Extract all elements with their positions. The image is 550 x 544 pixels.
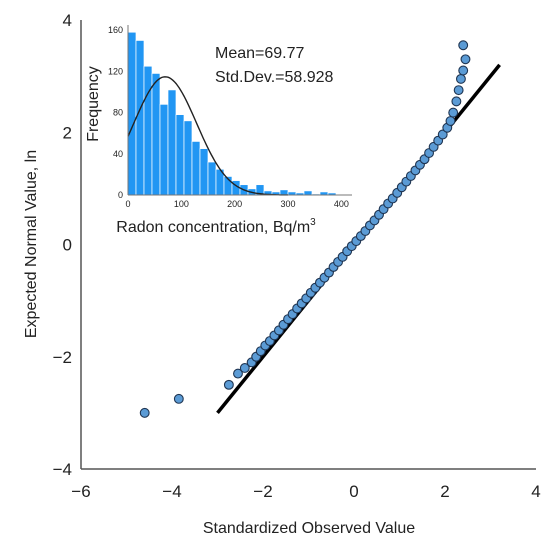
qq-point <box>451 96 462 107</box>
qq-points <box>139 40 471 418</box>
hist-y-tick-label: 160 <box>108 25 123 35</box>
qq-point <box>437 129 448 140</box>
qq-point <box>239 363 250 373</box>
qq-x-axis-label: Standardized Observed Value <box>203 520 415 537</box>
qq-y-axis-label: Expected Normal Value, ln <box>23 150 40 338</box>
histogram-bar <box>159 103 169 196</box>
qq-point <box>458 65 469 76</box>
hist-y-tick-label: 120 <box>108 66 123 76</box>
hist-y-tick-label: 80 <box>113 108 123 118</box>
histogram-bar <box>135 40 145 196</box>
qq-x-tick-labels: −6 −4 −2 0 2 4 <box>71 482 540 501</box>
qq-x-tick-label: 0 <box>349 482 358 501</box>
qq-x-tick-label: 4 <box>531 482 540 501</box>
hist-x-tick-labels: 0 100 200 300 400 <box>125 199 348 209</box>
qq-point <box>460 54 471 65</box>
qq-point <box>223 379 234 390</box>
qq-point <box>139 407 150 418</box>
inset-histogram: 0 40 80 120 160 0 100 200 300 400 Frequency Rado… <box>85 25 352 236</box>
hist-x-axis-label: Radon concentration, Bq/m3 <box>116 217 316 236</box>
mean-annotation: Mean=69.77 <box>215 45 305 62</box>
hist-y-tick-labels: 0 40 80 120 160 <box>108 25 123 200</box>
hist-y-tick-label: 0 <box>118 190 123 200</box>
qq-y-tick-labels: 4 2 0 −2 −4 <box>53 11 72 479</box>
hist-x-axis-label-main: Radon concentration, Bq/m <box>116 219 310 236</box>
histogram-bar <box>127 31 137 196</box>
qq-point <box>453 85 464 96</box>
histogram-bar <box>143 65 153 196</box>
hist-x-tick-label: 400 <box>334 199 349 209</box>
qq-y-tick-label: −4 <box>53 460 72 479</box>
qq-point <box>455 73 466 84</box>
qq-point <box>448 107 459 118</box>
histogram-bar <box>207 161 217 196</box>
qq-y-tick-label: 2 <box>63 123 72 142</box>
histogram-bar <box>175 114 185 196</box>
qq-plot: 4 2 0 −2 −4 −6 −4 −2 0 2 4 Standardized Observed … <box>23 11 541 537</box>
qq-y-tick-label: −2 <box>53 348 72 367</box>
histogram-bar <box>183 120 193 196</box>
qq-x-tick-label: −4 <box>162 482 181 501</box>
histogram-bar <box>167 89 177 196</box>
histogram-bar <box>303 190 313 196</box>
qq-point <box>445 116 456 126</box>
qq-y-tick-label: 4 <box>63 11 72 30</box>
hist-x-axis-label-superscript: 3 <box>310 217 316 228</box>
histogram-bar <box>199 148 209 196</box>
qq-point <box>233 368 243 379</box>
std-dev-annotation: Std.Dev.=58.928 <box>215 69 334 86</box>
histogram-bar <box>191 141 201 196</box>
qq-x-tick-label: 2 <box>440 482 449 501</box>
hist-y-tick-label: 40 <box>113 149 123 159</box>
hist-x-tick-label: 200 <box>227 199 242 209</box>
hist-x-tick-label: 0 <box>125 199 130 209</box>
histogram-bar <box>151 73 161 196</box>
normal-curve <box>127 76 288 196</box>
qq-x-tick-label: −2 <box>253 482 272 501</box>
hist-x-tick-label: 100 <box>174 199 189 209</box>
hist-x-tick-label: 300 <box>280 199 295 209</box>
qq-y-tick-label: 0 <box>63 236 72 255</box>
qq-point <box>173 393 184 404</box>
qq-axes <box>80 20 536 470</box>
hist-y-axis-label: Frequency <box>85 66 102 142</box>
qq-x-tick-label: −6 <box>71 482 90 501</box>
qq-point <box>458 40 469 51</box>
